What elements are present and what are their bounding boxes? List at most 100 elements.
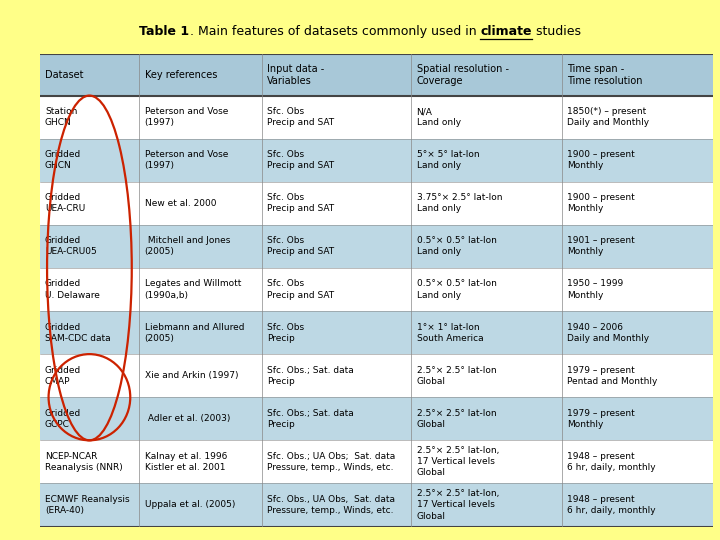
Bar xyxy=(562,139,713,182)
Text: Adler et al. (2003): Adler et al. (2003) xyxy=(145,414,230,423)
Bar xyxy=(562,440,713,483)
Text: Gridded
UEA-CRU05: Gridded UEA-CRU05 xyxy=(45,237,96,256)
Bar xyxy=(262,268,411,311)
Bar xyxy=(262,440,411,483)
Bar xyxy=(40,139,139,182)
Bar xyxy=(40,182,139,225)
Text: Sfc. Obs
Precip and SAT: Sfc. Obs Precip and SAT xyxy=(267,193,334,213)
Text: studies: studies xyxy=(531,25,580,38)
Bar xyxy=(562,182,713,225)
Bar xyxy=(411,225,562,268)
Text: Sfc. Obs
Precip and SAT: Sfc. Obs Precip and SAT xyxy=(267,279,334,300)
Text: 1850(*) – present
Daily and Monthly: 1850(*) – present Daily and Monthly xyxy=(567,107,649,127)
Text: 1948 – present
6 hr, daily, monthly: 1948 – present 6 hr, daily, monthly xyxy=(567,452,656,472)
Bar xyxy=(411,483,562,526)
Bar xyxy=(411,139,562,182)
Bar xyxy=(562,54,713,96)
Bar xyxy=(40,54,139,96)
Text: Uppala et al. (2005): Uppala et al. (2005) xyxy=(145,501,235,509)
Bar xyxy=(411,96,562,139)
Bar xyxy=(262,139,411,182)
Text: 2.5°× 2.5° lat-lon,
17 Vertical levels
Global: 2.5°× 2.5° lat-lon, 17 Vertical levels G… xyxy=(417,489,499,521)
Text: Key references: Key references xyxy=(145,70,217,80)
Bar xyxy=(411,397,562,440)
Text: 1950 – 1999
Monthly: 1950 – 1999 Monthly xyxy=(567,279,624,300)
Bar xyxy=(139,268,262,311)
Text: Sfc. Obs.; UA Obs;  Sat. data
Pressure, temp., Winds, etc.: Sfc. Obs.; UA Obs; Sat. data Pressure, t… xyxy=(267,452,395,472)
Text: Peterson and Vose
(1997): Peterson and Vose (1997) xyxy=(145,150,228,170)
Bar xyxy=(262,311,411,354)
Text: 2.5°× 2.5° lat-lon
Global: 2.5°× 2.5° lat-lon Global xyxy=(417,409,496,429)
Bar xyxy=(411,311,562,354)
Bar xyxy=(262,96,411,139)
Bar xyxy=(139,96,262,139)
Text: Sfc. Obs
Precip and SAT: Sfc. Obs Precip and SAT xyxy=(267,237,334,256)
Text: 2.5°× 2.5° lat-lon
Global: 2.5°× 2.5° lat-lon Global xyxy=(417,366,496,386)
Text: Gridded
UEA-CRU: Gridded UEA-CRU xyxy=(45,193,85,213)
Text: Time span -
Time resolution: Time span - Time resolution xyxy=(567,64,643,86)
Text: Gridded
GHCN: Gridded GHCN xyxy=(45,150,81,170)
Text: Spatial resolution -
Coverage: Spatial resolution - Coverage xyxy=(417,64,508,86)
Text: 1979 – present
Monthly: 1979 – present Monthly xyxy=(567,409,635,429)
Bar xyxy=(411,440,562,483)
Bar xyxy=(411,182,562,225)
Bar xyxy=(562,311,713,354)
Text: Xie and Arkin (1997): Xie and Arkin (1997) xyxy=(145,371,238,380)
Bar xyxy=(262,225,411,268)
Bar xyxy=(139,225,262,268)
Text: ECMWF Reanalysis
(ERA-40): ECMWF Reanalysis (ERA-40) xyxy=(45,495,130,515)
Bar xyxy=(139,139,262,182)
Text: Sfc. Obs., UA Obs,  Sat. data
Pressure, temp., Winds, etc.: Sfc. Obs., UA Obs, Sat. data Pressure, t… xyxy=(267,495,395,515)
Bar xyxy=(40,311,139,354)
Bar xyxy=(40,225,139,268)
Text: 1979 – present
Pentad and Monthly: 1979 – present Pentad and Monthly xyxy=(567,366,658,386)
Text: Kalnay et al. 1996
Kistler et al. 2001: Kalnay et al. 1996 Kistler et al. 2001 xyxy=(145,452,227,472)
Text: Mitchell and Jones
(2005): Mitchell and Jones (2005) xyxy=(145,237,230,256)
Bar xyxy=(411,54,562,96)
Text: Gridded
SAM-CDC data: Gridded SAM-CDC data xyxy=(45,322,111,343)
Bar xyxy=(139,311,262,354)
Bar xyxy=(139,440,262,483)
Text: Liebmann and Allured
(2005): Liebmann and Allured (2005) xyxy=(145,322,244,343)
Bar xyxy=(262,354,411,397)
Text: Sfc. Obs
Precip: Sfc. Obs Precip xyxy=(267,322,305,343)
Bar xyxy=(411,354,562,397)
Bar xyxy=(139,483,262,526)
Bar xyxy=(139,182,262,225)
Bar xyxy=(262,483,411,526)
Bar xyxy=(562,483,713,526)
Bar xyxy=(262,182,411,225)
Bar xyxy=(562,225,713,268)
Text: . Main features of datasets commonly used in: . Main features of datasets commonly use… xyxy=(189,25,480,38)
Text: 1900 – present
Monthly: 1900 – present Monthly xyxy=(567,150,635,170)
Bar xyxy=(139,354,262,397)
Bar xyxy=(40,354,139,397)
Bar xyxy=(139,397,262,440)
Bar xyxy=(562,397,713,440)
Text: N/A
Land only: N/A Land only xyxy=(417,107,461,127)
Text: Sfc. Obs.; Sat. data
Precip: Sfc. Obs.; Sat. data Precip xyxy=(267,366,354,386)
Bar xyxy=(40,440,139,483)
Text: New et al. 2000: New et al. 2000 xyxy=(145,199,216,208)
Bar xyxy=(262,54,411,96)
Text: 1940 – 2006
Daily and Monthly: 1940 – 2006 Daily and Monthly xyxy=(567,322,649,343)
Text: 1901 – present
Monthly: 1901 – present Monthly xyxy=(567,237,635,256)
Text: Gridded
CMAP: Gridded CMAP xyxy=(45,366,81,386)
Bar xyxy=(40,96,139,139)
Text: Dataset: Dataset xyxy=(45,70,84,80)
Bar xyxy=(562,354,713,397)
Bar xyxy=(262,397,411,440)
Text: Gridded
GCPC: Gridded GCPC xyxy=(45,409,81,429)
Text: Peterson and Vose
(1997): Peterson and Vose (1997) xyxy=(145,107,228,127)
Text: 1948 – present
6 hr, daily, monthly: 1948 – present 6 hr, daily, monthly xyxy=(567,495,656,515)
Bar xyxy=(139,54,262,96)
Text: 0.5°× 0.5° lat-lon
Land only: 0.5°× 0.5° lat-lon Land only xyxy=(417,279,497,300)
Text: Station
GHCN: Station GHCN xyxy=(45,107,77,127)
Bar xyxy=(411,268,562,311)
Text: 3.75°× 2.5° lat-lon
Land only: 3.75°× 2.5° lat-lon Land only xyxy=(417,193,502,213)
Text: 1900 – present
Monthly: 1900 – present Monthly xyxy=(567,193,635,213)
Text: climate: climate xyxy=(480,25,531,38)
Bar xyxy=(562,96,713,139)
Text: 1°× 1° lat-lon
South America: 1°× 1° lat-lon South America xyxy=(417,322,483,343)
Text: Input data -
Variables: Input data - Variables xyxy=(267,64,325,86)
